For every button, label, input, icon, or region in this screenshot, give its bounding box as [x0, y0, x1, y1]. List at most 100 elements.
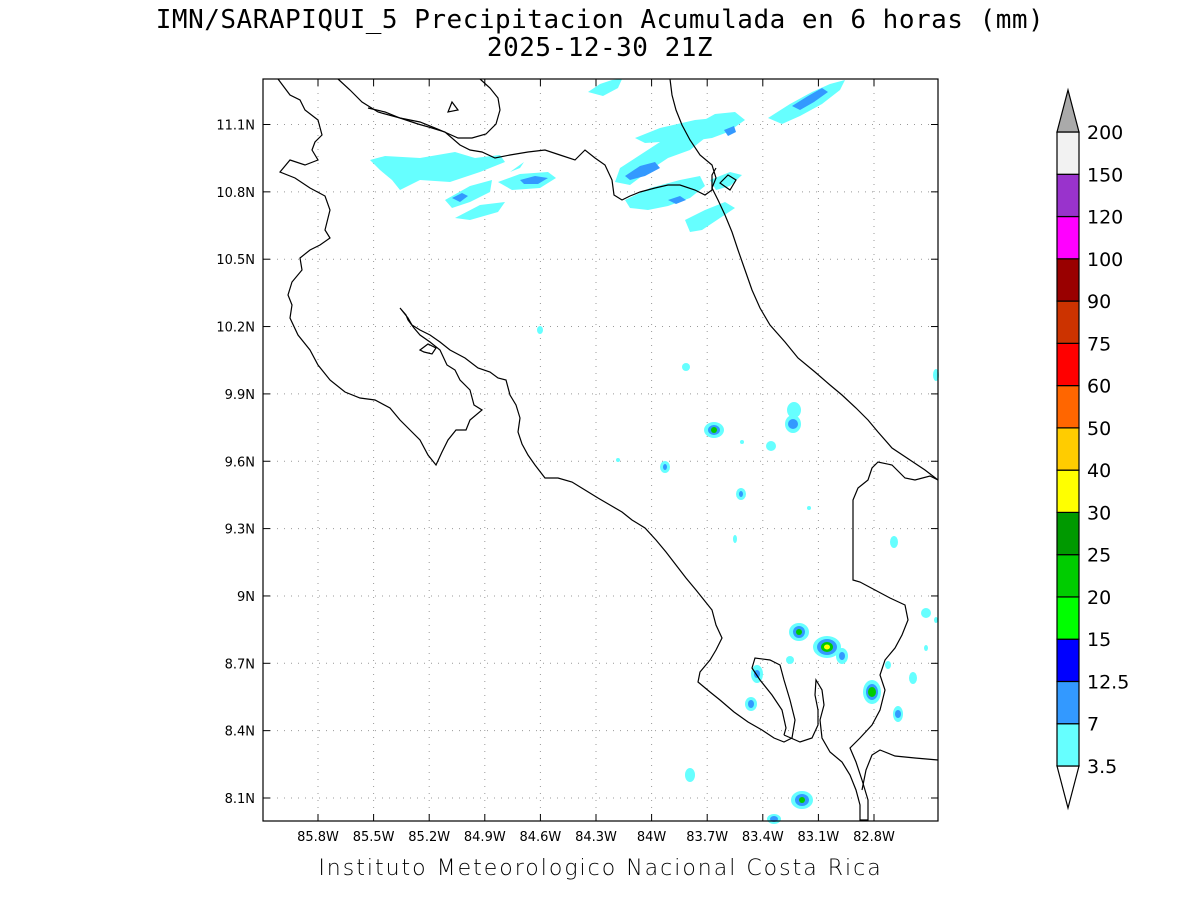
lat-tick-label: 10.8N [216, 186, 255, 201]
precip-cell [711, 427, 717, 433]
precip-cell [787, 402, 801, 418]
precip-area [370, 152, 505, 190]
lat-tick-label: 9.6N [225, 455, 255, 470]
colorbar-swatch [1056, 258, 1080, 302]
lat-tick-label: 10.5N [216, 253, 255, 268]
lat-tick-label: 9N [237, 590, 255, 605]
map-subtitle: 2025-12-30 21Z [486, 33, 714, 63]
nicaragua-costa-rica-coast [277, 78, 796, 743]
lat-tick-label: 8.4N [225, 725, 255, 740]
lon-tick-label: 85.2W [408, 830, 450, 845]
islet [447, 100, 460, 113]
colorbar-label: 90 [1087, 291, 1111, 313]
colorbar-label: 120 [1087, 207, 1123, 229]
colorbar-label: 20 [1087, 587, 1111, 609]
coastline [277, 78, 939, 821]
caribbean-coast [669, 78, 939, 481]
precip-cell [868, 687, 876, 697]
panama-border [861, 749, 939, 791]
colorbar-swatch [1056, 173, 1080, 218]
colorbar-label: 3.5 [1087, 756, 1117, 778]
precipitation-field [370, 79, 939, 824]
precip-cell [839, 652, 845, 660]
precip-cell [799, 797, 805, 803]
golfo-dulce-coast [783, 461, 939, 821]
precip-cell [616, 458, 620, 462]
chira-island [418, 343, 437, 355]
lat-tick-label: 8.7N [225, 657, 255, 672]
footer-credit: Instituto Meteorologico Nacional Costa R… [318, 856, 883, 881]
lon-tick-label: 83.1W [797, 830, 839, 845]
precip-cell [786, 656, 794, 664]
colorbar: 3.5 7 12.5 15 20 25 30 40 50 60 75 90 100 120 150 200 [1056, 87, 1129, 811]
lon-tick-label: 83.4W [742, 830, 784, 845]
colorbar-label: 60 [1087, 376, 1111, 398]
precip-cell [885, 661, 891, 669]
colorbar-swatch [1056, 131, 1080, 175]
colorbar-label: 15 [1087, 629, 1111, 651]
lon-tick-label: 85.5W [353, 830, 395, 845]
lat-tick-label: 9.9N [225, 388, 255, 403]
colorbar-swatch [1056, 385, 1080, 429]
colorbar-label: 25 [1087, 545, 1111, 567]
lon-tick-label: 85.8W [297, 830, 339, 845]
precip-cell [682, 363, 690, 371]
precip-area [690, 112, 745, 140]
precip-area [668, 196, 686, 204]
map-title: IMN/SARAPIQUI_5 Precipitacion Acumulada … [155, 5, 1045, 35]
colorbar-label: 12.5 [1087, 671, 1129, 693]
precip-area [724, 126, 736, 136]
precip-cell [909, 672, 917, 684]
colorbar-label: 50 [1087, 418, 1111, 440]
colorbar-swatch [1056, 723, 1080, 767]
lat-tick-label: 10.2N [216, 321, 255, 336]
precip-area [588, 79, 622, 96]
colorbar-label: 200 [1087, 122, 1123, 144]
lon-tick-label: 84.3W [575, 830, 617, 845]
colorbar-swatch [1056, 638, 1080, 683]
precip-area [792, 88, 828, 110]
precip-cell [685, 768, 695, 782]
lon-tick-label: 84.6W [519, 830, 561, 845]
colorbar-swatch [1056, 427, 1080, 471]
precip-area [510, 162, 524, 172]
precip-area [452, 193, 468, 202]
precip-cell [890, 536, 898, 548]
colorbar-label: 75 [1087, 333, 1111, 355]
precip-cell [921, 608, 931, 618]
precip-cell [796, 629, 802, 635]
precip-cell [924, 645, 928, 651]
lat-tick-label: 11.1N [216, 119, 255, 134]
colorbar-label: 30 [1087, 502, 1111, 524]
plot-background [263, 79, 938, 821]
lon-tick-label: 84.9W [464, 830, 506, 845]
precip-cell [537, 326, 543, 334]
lake-nicaragua-shore [337, 78, 501, 139]
colorbar-swatch [1056, 300, 1080, 344]
precip-area [710, 172, 742, 190]
colorbar-swatch [1056, 554, 1080, 598]
colorbar-swatch [1056, 680, 1080, 725]
precip-cell [766, 441, 776, 451]
colorbar-label: 40 [1087, 460, 1111, 482]
precip-area [625, 176, 705, 210]
precip-cell [807, 506, 811, 510]
colorbar-swatch [1056, 342, 1080, 387]
precip-cell [824, 644, 830, 650]
precip-area [445, 180, 492, 208]
colorbar-swatch [1056, 469, 1080, 513]
precip-cell [895, 710, 901, 718]
gridlines [263, 79, 938, 821]
plot-frame [262, 78, 939, 822]
lon-tick-label: 83.7W [686, 830, 728, 845]
precip-area [520, 176, 548, 184]
colorbar-label: 150 [1087, 164, 1123, 186]
colorbar-arrow-low [1056, 765, 1080, 811]
precip-cell [934, 617, 938, 623]
precip-cell [739, 491, 743, 497]
precip-area [455, 202, 505, 220]
precip-cell [740, 440, 744, 444]
colorbar-label: 100 [1087, 249, 1123, 271]
colorbar-swatch [1056, 215, 1080, 260]
